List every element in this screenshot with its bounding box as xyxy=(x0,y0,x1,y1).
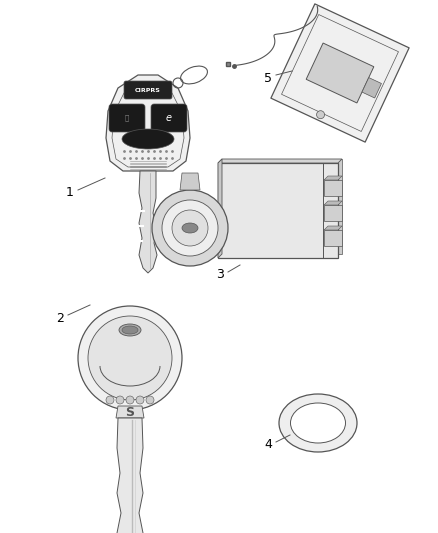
FancyBboxPatch shape xyxy=(324,230,342,246)
Polygon shape xyxy=(218,159,342,163)
Circle shape xyxy=(126,396,134,404)
Ellipse shape xyxy=(122,326,138,334)
Circle shape xyxy=(162,200,218,256)
Ellipse shape xyxy=(122,129,174,149)
Polygon shape xyxy=(324,176,342,180)
Circle shape xyxy=(317,111,325,119)
Circle shape xyxy=(106,396,114,404)
Polygon shape xyxy=(106,75,190,171)
FancyBboxPatch shape xyxy=(151,104,187,132)
Polygon shape xyxy=(218,159,222,258)
FancyBboxPatch shape xyxy=(324,180,342,196)
Circle shape xyxy=(136,396,144,404)
FancyBboxPatch shape xyxy=(109,104,145,132)
Text: 3: 3 xyxy=(216,269,224,281)
Ellipse shape xyxy=(182,223,198,233)
Polygon shape xyxy=(116,406,144,418)
Polygon shape xyxy=(180,173,200,190)
Text: 1: 1 xyxy=(66,187,74,199)
Text: 4: 4 xyxy=(264,439,272,451)
Ellipse shape xyxy=(119,324,141,336)
Polygon shape xyxy=(306,43,374,103)
Polygon shape xyxy=(324,226,342,230)
FancyBboxPatch shape xyxy=(218,163,338,258)
Polygon shape xyxy=(362,78,381,98)
Text: CIRPRS: CIRPRS xyxy=(135,87,161,93)
FancyBboxPatch shape xyxy=(324,205,342,221)
Text: ⬛: ⬛ xyxy=(125,115,129,122)
Circle shape xyxy=(88,316,172,400)
Circle shape xyxy=(116,396,124,404)
Ellipse shape xyxy=(290,403,346,443)
Polygon shape xyxy=(271,4,409,142)
Circle shape xyxy=(78,306,182,410)
Polygon shape xyxy=(117,418,143,533)
Text: 2: 2 xyxy=(56,311,64,325)
Text: 5: 5 xyxy=(264,71,272,85)
Circle shape xyxy=(172,210,208,246)
FancyBboxPatch shape xyxy=(222,159,342,254)
Polygon shape xyxy=(139,171,157,273)
Circle shape xyxy=(146,396,154,404)
Ellipse shape xyxy=(279,394,357,452)
Text: e: e xyxy=(166,113,172,123)
Polygon shape xyxy=(324,201,342,205)
Circle shape xyxy=(152,190,228,266)
FancyBboxPatch shape xyxy=(124,81,172,99)
Text: S: S xyxy=(126,406,134,418)
